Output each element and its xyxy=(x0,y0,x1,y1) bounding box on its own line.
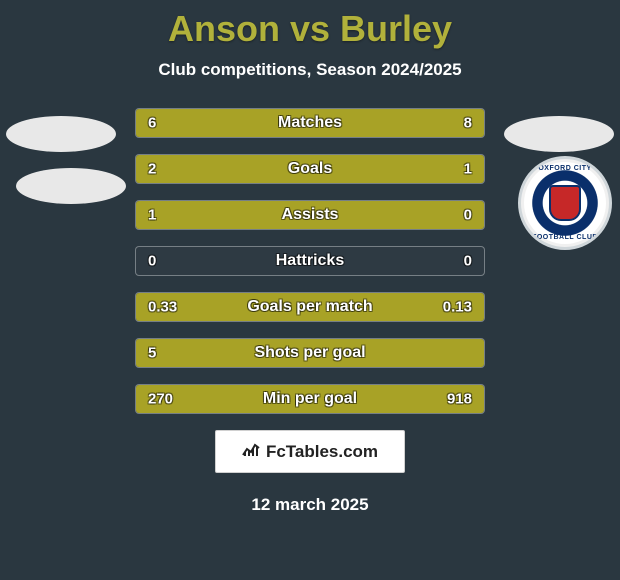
stat-row: Shots per goal5 xyxy=(135,338,485,368)
club-badge-crest xyxy=(549,185,581,221)
bar-fill-right xyxy=(387,293,484,321)
bar-fill-right xyxy=(213,385,484,413)
club-badge: OXFORD CITY FOOTBALL CLUB xyxy=(518,156,612,250)
stat-row: Assists10 xyxy=(135,200,485,230)
footer: FcTables.com 12 march 2025 xyxy=(0,430,620,515)
stats-area: OXFORD CITY FOOTBALL CLUB Matches68 Goals… xyxy=(0,108,620,414)
bar-fill-left xyxy=(136,201,414,229)
bar-fill-left xyxy=(136,293,387,321)
stat-row: Hattricks0 0 xyxy=(135,246,485,276)
left-ellipse-2 xyxy=(16,168,126,204)
root: Anson vs Burley Club competitions, Seaso… xyxy=(0,0,620,580)
brand-logo: FcTables.com xyxy=(242,441,378,462)
brand-text: FcTables.com xyxy=(266,442,378,462)
club-badge-text-bottom: FOOTBALL CLUB xyxy=(524,234,606,241)
stat-row: Matches68 xyxy=(135,108,485,138)
brand-badge[interactable]: FcTables.com xyxy=(215,430,405,473)
stat-row: Goals per match0.330.13 xyxy=(135,292,485,322)
left-ellipse-1 xyxy=(6,116,116,152)
stat-value-right: 0 xyxy=(464,253,472,270)
bar-fill-left xyxy=(136,155,373,183)
bars-container: Matches68 Goals21 Assists10 Hattricks0 0 Goal… xyxy=(135,108,485,414)
stat-value-left: 0 xyxy=(148,253,156,270)
stat-row: Min per goal270918 xyxy=(135,384,485,414)
right-ellipse-1 xyxy=(504,116,614,152)
bar-fill-right xyxy=(414,201,484,229)
page-title: Anson vs Burley xyxy=(0,8,620,50)
stat-row: Goals21 xyxy=(135,154,485,184)
bar-fill-right xyxy=(373,155,484,183)
stat-label: Hattricks xyxy=(136,252,484,270)
bar-fill-left xyxy=(136,339,484,367)
chart-icon xyxy=(242,441,260,462)
club-badge-text-top: OXFORD CITY xyxy=(524,165,606,172)
bar-fill-left xyxy=(136,109,282,137)
bar-fill-left xyxy=(136,385,213,413)
bar-fill-right xyxy=(282,109,484,137)
page-subtitle: Club competitions, Season 2024/2025 xyxy=(0,60,620,80)
club-badge-inner: OXFORD CITY FOOTBALL CLUB xyxy=(524,162,606,244)
footer-date: 12 march 2025 xyxy=(0,495,620,515)
